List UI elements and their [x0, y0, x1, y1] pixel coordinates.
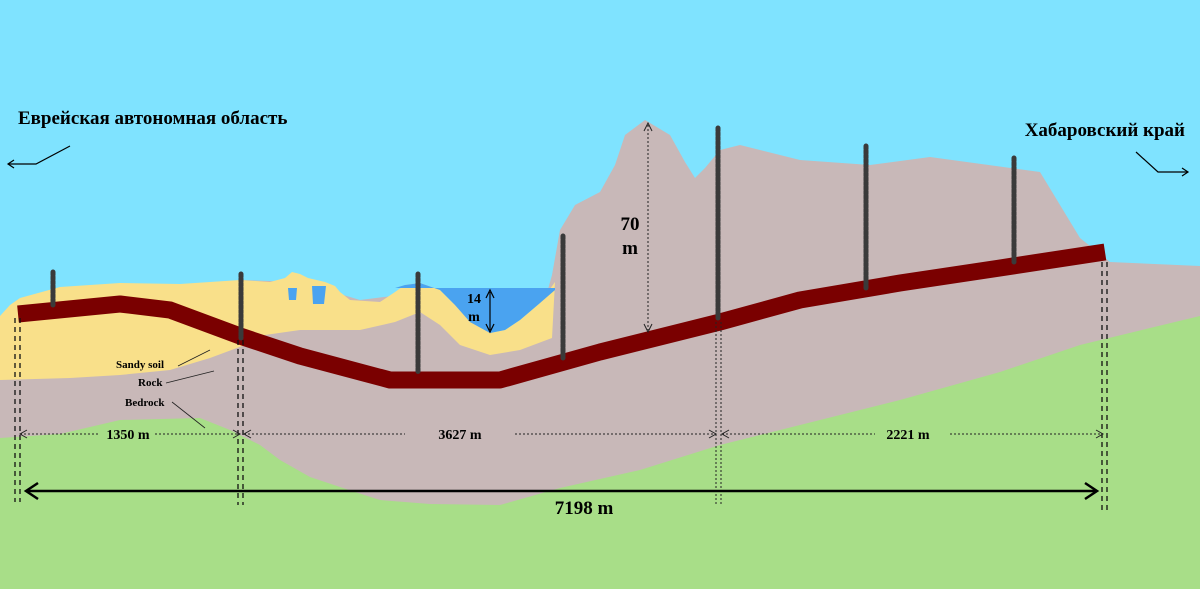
- arrowhead: [1181, 167, 1190, 177]
- segment-1-length: 1350 m: [106, 428, 150, 443]
- rock-label: Rock: [138, 377, 163, 389]
- tunnel: [17, 243, 1107, 389]
- arrow-left-icon: [23, 481, 39, 501]
- region-left-label: Еврейская автономная область: [18, 108, 287, 129]
- segment-2-length: 3627 m: [438, 428, 482, 443]
- arrowhead: [6, 159, 15, 169]
- arrow-up-icon: [643, 121, 653, 132]
- leader-line: [177, 349, 211, 367]
- arrow-right-icon: [708, 429, 718, 439]
- bedrock-layer: [0, 316, 1200, 589]
- water-depth-value: 14: [467, 292, 481, 307]
- segment-3-length: 2221 m: [886, 428, 930, 443]
- direction-arrow-right-icon: [1135, 151, 1188, 173]
- sandy-soil-label: Sandy soil: [116, 359, 164, 371]
- leader-line: [171, 401, 206, 429]
- arrow-right-icon: [1095, 429, 1105, 439]
- water-depth-unit: m: [468, 310, 480, 325]
- arrow-left-icon: [18, 429, 28, 439]
- hill-height-value: 70: [621, 214, 640, 235]
- region-right-label: Хабаровский край: [1025, 120, 1185, 141]
- direction-arrow-left-icon: [8, 145, 71, 165]
- arrow-left-icon: [720, 429, 730, 439]
- arrow-left-icon: [242, 429, 252, 439]
- sand-pit: [312, 286, 326, 304]
- leader-line: [165, 370, 215, 384]
- arrow-down-icon: [485, 323, 495, 334]
- bedrock-label: Bedrock: [125, 397, 165, 409]
- arrow-right-icon: [232, 429, 242, 439]
- river-water: [340, 283, 555, 333]
- hill-height-unit: m: [622, 238, 638, 259]
- sand-pit: [288, 288, 297, 300]
- arrow-up-icon: [485, 288, 495, 299]
- arrow-down-icon: [643, 323, 653, 334]
- arrow-right-icon: [1084, 481, 1100, 501]
- total-length: 7198 m: [555, 498, 614, 519]
